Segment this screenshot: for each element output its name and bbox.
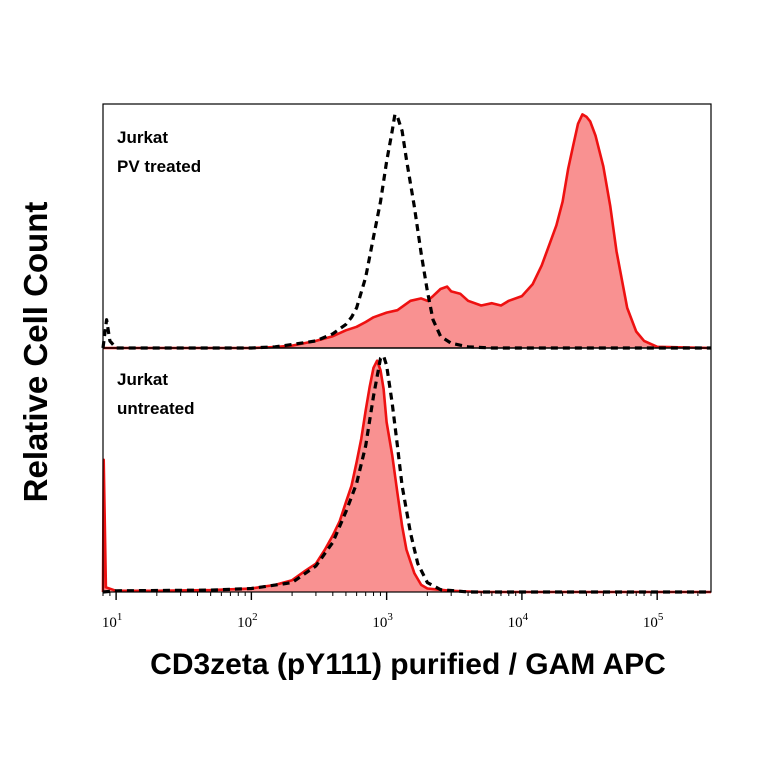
panel-pv-treated: Jurkat PV treated xyxy=(101,112,712,350)
panel-pv-treated-label-line1: Jurkat xyxy=(117,128,168,147)
panel-1-filled-red-area xyxy=(103,114,711,349)
x-tick-label: 101 xyxy=(102,611,123,631)
panel-untreated: Jurkat untreated xyxy=(101,354,711,594)
x-tick-label: 104 xyxy=(508,611,529,631)
panel-untreated-label-line1: Jurkat xyxy=(117,370,168,389)
panel-1-dashed-black-line xyxy=(101,112,711,350)
x-axis: 101 102 103 104 105 xyxy=(102,592,699,631)
y-axis-label: Relative Cell Count xyxy=(17,202,54,503)
panel-pv-treated-label-line2: PV treated xyxy=(117,157,201,176)
panel-untreated-label-line2: untreated xyxy=(117,399,194,418)
panel-2-dashed-black-line xyxy=(102,354,711,594)
panel-pv-treated-curves xyxy=(101,112,712,350)
x-tick-label: 102 xyxy=(237,611,258,631)
panel-untreated-curves xyxy=(101,354,711,594)
panel-2-filled-red-area xyxy=(103,360,711,592)
x-tick-label: 105 xyxy=(643,611,664,631)
panel-1-filled-red-line xyxy=(103,113,712,350)
x-axis-label: CD3zeta (pY111) purified / GAM APC xyxy=(150,648,666,681)
x-tick-label: 103 xyxy=(372,611,393,631)
